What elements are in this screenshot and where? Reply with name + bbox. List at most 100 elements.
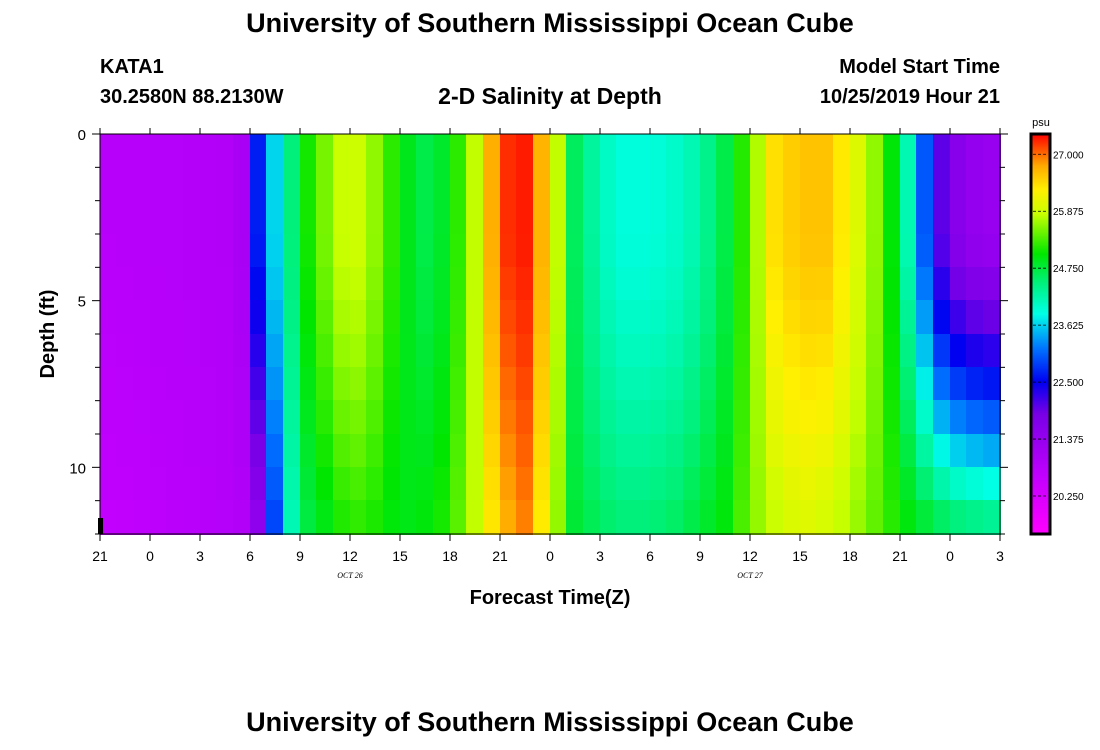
colorbar-ticks: 27.000 25.875 24.750 23.625 22.500 21.375 20.2… — [1033, 150, 1084, 503]
heatmap-cell — [183, 134, 201, 169]
heatmap-cell — [933, 134, 951, 169]
heatmap-cell — [733, 467, 751, 502]
heatmap-cell — [766, 467, 785, 502]
heatmap-cell — [483, 500, 501, 535]
heatmap-cell — [700, 300, 718, 335]
x-tick-label: 0 — [146, 548, 154, 564]
heatmap-cell — [966, 434, 985, 469]
heatmap-cell — [466, 434, 485, 469]
heatmap-cell — [466, 367, 485, 402]
heatmap-cell — [150, 134, 168, 169]
x-tick-label: 18 — [442, 548, 458, 564]
heatmap-cell — [566, 467, 585, 502]
heatmap-cell — [916, 134, 935, 169]
heatmap-cell — [116, 500, 135, 535]
heatmap-cell — [316, 200, 335, 235]
station-id: KATA1 — [100, 56, 164, 78]
heatmap-cell — [300, 167, 318, 202]
heatmap-cell — [600, 434, 618, 469]
heatmap-cell — [100, 400, 118, 435]
heatmap-cell — [483, 300, 501, 335]
heatmap-cell — [166, 400, 185, 435]
heatmap-cell — [616, 367, 635, 402]
heatmap-cell — [216, 434, 235, 469]
heatmap-cell — [550, 267, 568, 302]
heatmap-cell — [183, 500, 201, 535]
heatmap-cell — [583, 434, 601, 469]
heatmap-cell — [816, 367, 835, 402]
heatmap-cell — [900, 267, 918, 302]
heatmap-cell — [900, 467, 918, 502]
heatmap-cell — [200, 167, 218, 202]
heatmap-cell — [716, 167, 735, 202]
heatmap-cell — [400, 200, 418, 235]
heatmap-cell — [100, 500, 118, 535]
y-axis-label: Depth (ft) — [37, 290, 59, 379]
x-tick-label: 15 — [392, 548, 408, 564]
x-tick-label: 21 — [492, 548, 508, 564]
heatmap-cell — [566, 300, 585, 335]
heatmap-cell — [600, 267, 618, 302]
heatmap-cell — [700, 267, 718, 302]
heatmap-cell — [866, 134, 885, 169]
heatmap-cell — [516, 467, 535, 502]
heatmap-cell — [550, 300, 568, 335]
heatmap-cell — [283, 467, 301, 502]
heatmap-cell — [133, 200, 151, 235]
heatmap-cell — [416, 334, 435, 369]
heatmap-cell — [250, 167, 268, 202]
heatmap-cell — [583, 167, 601, 202]
heatmap-cell — [716, 400, 735, 435]
colorbar: psu 27.000 25.875 24.750 23.625 22.500 21.375… — [1029, 117, 1084, 536]
heatmap-cell — [500, 267, 518, 302]
heatmap-cell — [166, 167, 185, 202]
heatmap-cell — [916, 367, 935, 402]
heatmap-cell — [183, 334, 201, 369]
heatmap-cell — [266, 134, 285, 169]
y-tick-label: 5 — [78, 294, 86, 311]
heatmap-cell — [233, 234, 251, 269]
heatmap-cell — [333, 234, 351, 269]
heatmap-cell — [200, 367, 218, 402]
heatmap-cell — [416, 434, 435, 469]
heatmap-cell — [533, 500, 551, 535]
heatmap-cell — [900, 134, 918, 169]
heatmap-cell — [483, 134, 501, 169]
heatmap-cell — [283, 134, 301, 169]
heatmap-cell — [816, 334, 835, 369]
heatmap-cell — [266, 167, 285, 202]
heatmap-cell — [466, 167, 485, 202]
heatmap-cell — [750, 300, 768, 335]
heatmap-cell — [316, 167, 335, 202]
heatmap-cell — [833, 200, 851, 235]
heatmap-cell — [683, 300, 701, 335]
heatmap-cell — [433, 367, 451, 402]
heatmap-cell — [766, 500, 785, 535]
heatmap-cell — [616, 267, 635, 302]
heatmap-cell — [433, 234, 451, 269]
heatmap-cell — [550, 367, 568, 402]
heatmap-cell — [433, 300, 451, 335]
heatmap-cell — [283, 234, 301, 269]
heatmap-cell — [966, 200, 985, 235]
heatmap-cell — [616, 334, 635, 369]
heatmap-cell — [183, 367, 201, 402]
heatmap-cell — [800, 334, 818, 369]
heatmap-cell — [683, 334, 701, 369]
heatmap-cell — [283, 500, 301, 535]
heatmap-cell — [666, 200, 685, 235]
heatmap-cell — [916, 500, 935, 535]
heatmap-cell — [133, 300, 151, 335]
heatmap-cell — [133, 234, 151, 269]
heatmap-cell — [933, 167, 951, 202]
heatmap-cell — [350, 234, 368, 269]
heatmap-cell — [983, 167, 1001, 202]
heatmap-cell — [566, 367, 585, 402]
heatmap-cell — [200, 200, 218, 235]
heatmap-cell — [733, 234, 751, 269]
heatmap-cell — [350, 267, 368, 302]
heatmap-cell — [216, 334, 235, 369]
heatmap-cell — [216, 234, 235, 269]
heatmap-cell — [350, 134, 368, 169]
